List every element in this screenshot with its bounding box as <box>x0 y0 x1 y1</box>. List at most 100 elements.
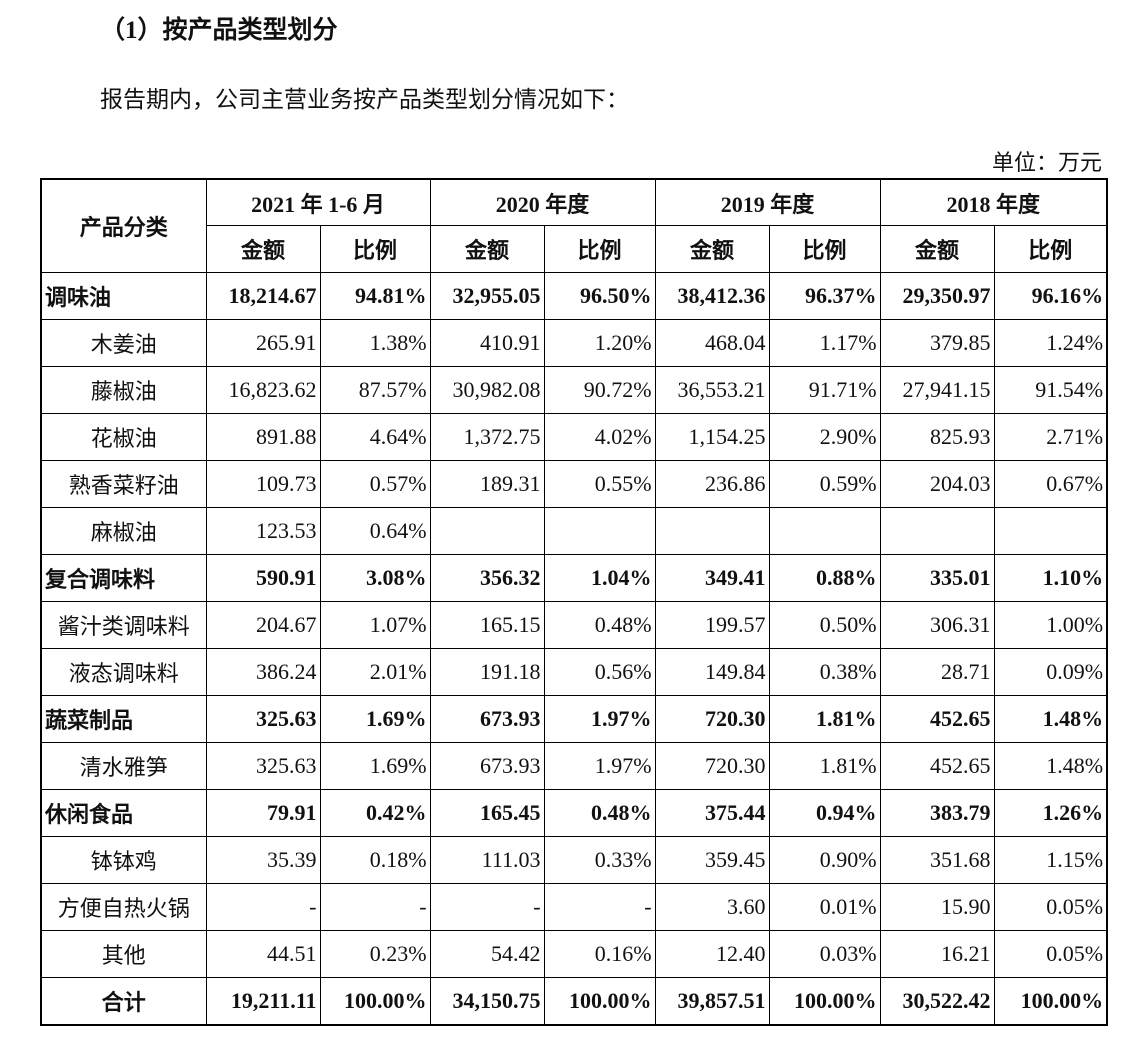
row-label: 调味油 <box>40 272 207 320</box>
amount-cell: 16.21 <box>879 930 995 978</box>
amount-cell: 386.24 <box>205 648 321 696</box>
table-row: 花椒油 891.88 4.64% 1,372.75 4.02% 1,154.25 2.90%… <box>40 413 1108 461</box>
table-row: 清水雅笋 325.63 1.69% 673.93 1.97% 720.30 1.81% 452… <box>40 742 1108 790</box>
row-label: 其他 <box>40 930 207 978</box>
amount-cell: 34,150.75 <box>429 977 545 1026</box>
table-row: 合计 19,211.11 100.00% 34,150.75 100.00% 39,857… <box>40 977 1108 1026</box>
amount-cell: 825.93 <box>879 413 995 461</box>
table-row: 蔬菜制品 325.63 1.69% 673.93 1.97% 720.30 1.81% 452… <box>40 695 1108 743</box>
ratio-cell: 0.18% <box>319 836 431 884</box>
amount-cell: 204.67 <box>205 601 321 649</box>
row-label: 钵钵鸡 <box>40 836 207 884</box>
ratio-cell: 96.37% <box>768 272 881 320</box>
amount-cell: 19,211.11 <box>205 977 321 1026</box>
row-label: 蔬菜制品 <box>40 695 207 743</box>
ratio-cell: 1.24% <box>993 319 1108 367</box>
amount-cell: 720.30 <box>654 742 770 790</box>
ratio-cell: 0.38% <box>768 648 881 696</box>
amount-cell: 191.18 <box>429 648 545 696</box>
amount-cell: 165.15 <box>429 601 545 649</box>
amount-cell: 199.57 <box>654 601 770 649</box>
amount-cell: 349.41 <box>654 554 770 602</box>
amount-cell: 3.60 <box>654 883 770 931</box>
ratio-cell: 100.00% <box>543 977 656 1026</box>
ratio-cell: 0.50% <box>768 601 881 649</box>
amount-cell: 306.31 <box>879 601 995 649</box>
amount-cell: 720.30 <box>654 695 770 743</box>
row-label: 花椒油 <box>40 413 207 461</box>
ratio-cell: 1.26% <box>993 789 1108 837</box>
amount-cell: 1,154.25 <box>654 413 770 461</box>
ratio-cell: 1.15% <box>993 836 1108 884</box>
ratio-cell: 1.10% <box>993 554 1108 602</box>
table-header: 产品分类 2021 年 1-6 月 2020 年度 2019 年度 2018 年度 金额比… <box>40 178 1108 273</box>
ratio-cell: 3.08% <box>319 554 431 602</box>
corner-header: 产品分类 <box>40 178 207 273</box>
amount-cell: 18,214.67 <box>205 272 321 320</box>
ratio-cell: 91.54% <box>993 366 1108 414</box>
table-body: 调味油 18,214.67 94.81% 32,955.05 96.50% 38,412.… <box>40 272 1108 1026</box>
ratio-cell: 0.94% <box>768 789 881 837</box>
ratio-cell: - <box>319 883 431 931</box>
ratio-cell: 1.04% <box>543 554 656 602</box>
row-label: 麻椒油 <box>40 507 207 555</box>
amount-cell: 383.79 <box>879 789 995 837</box>
ratio-cell: 0.03% <box>768 930 881 978</box>
ratio-cell: 1.81% <box>768 742 881 790</box>
ratio-cell: 1.38% <box>319 319 431 367</box>
ratio-cell: 0.01% <box>768 883 881 931</box>
period-header: 2018 年度 <box>879 178 1108 226</box>
amount-cell: 891.88 <box>205 413 321 461</box>
amount-cell: 32,955.05 <box>429 272 545 320</box>
ratio-cell: 96.16% <box>993 272 1108 320</box>
sub-header: 金额 <box>429 225 545 273</box>
amount-cell: 30,982.08 <box>429 366 545 414</box>
unit-note: 单位：万元 <box>991 150 1102 175</box>
ratio-cell: 1.20% <box>543 319 656 367</box>
ratio-cell: 0.09% <box>993 648 1108 696</box>
sub-header: 金额 <box>205 225 321 273</box>
amount-cell: 375.44 <box>654 789 770 837</box>
ratio-cell: 0.23% <box>319 930 431 978</box>
ratio-cell: 2.90% <box>768 413 881 461</box>
amount-cell: 590.91 <box>205 554 321 602</box>
amount-cell: 452.65 <box>879 695 995 743</box>
ratio-cell: 0.67% <box>993 460 1108 508</box>
table-row: 木姜油 265.91 1.38% 410.91 1.20% 468.04 1.17% 379.… <box>40 319 1108 367</box>
amount-cell: 123.53 <box>205 507 321 555</box>
sub-header: 比例 <box>319 225 431 273</box>
amount-cell: 79.91 <box>205 789 321 837</box>
amount-cell: - <box>205 883 321 931</box>
amount-cell: 165.45 <box>429 789 545 837</box>
row-label: 熟香菜籽油 <box>40 460 207 508</box>
amount-cell: 44.51 <box>205 930 321 978</box>
ratio-cell: 90.72% <box>543 366 656 414</box>
ratio-cell: 96.50% <box>543 272 656 320</box>
ratio-cell: 2.71% <box>993 413 1108 461</box>
ratio-cell: 1.81% <box>768 695 881 743</box>
ratio-cell: 4.64% <box>319 413 431 461</box>
ratio-cell: 0.88% <box>768 554 881 602</box>
row-label: 方便自热火锅 <box>40 883 207 931</box>
amount-cell: 356.32 <box>429 554 545 602</box>
amount-cell: 111.03 <box>429 836 545 884</box>
amount-cell: 36,553.21 <box>654 366 770 414</box>
amount-cell: 335.01 <box>879 554 995 602</box>
ratio-cell: 1.69% <box>319 742 431 790</box>
ratio-cell: 91.71% <box>768 366 881 414</box>
row-label: 休闲食品 <box>40 789 207 837</box>
period-header: 2021 年 1-6 月 <box>205 178 431 226</box>
ratio-cell: 100.00% <box>993 977 1108 1026</box>
amount-cell: 325.63 <box>205 742 321 790</box>
amount-cell: - <box>429 883 545 931</box>
table-row: 其他 44.51 0.23% 54.42 0.16% 12.40 0.03% 16.21 0.0… <box>40 930 1108 978</box>
amount-cell <box>429 507 545 555</box>
amount-cell: 15.90 <box>879 883 995 931</box>
table-row: 液态调味料 386.24 2.01% 191.18 0.56% 149.84 0.38% 28… <box>40 648 1108 696</box>
amount-cell: 1,372.75 <box>429 413 545 461</box>
ratio-cell: 94.81% <box>319 272 431 320</box>
amount-cell: 673.93 <box>429 695 545 743</box>
ratio-cell: 1.00% <box>993 601 1108 649</box>
section-heading: （1）按产品类型划分 <box>100 17 338 44</box>
